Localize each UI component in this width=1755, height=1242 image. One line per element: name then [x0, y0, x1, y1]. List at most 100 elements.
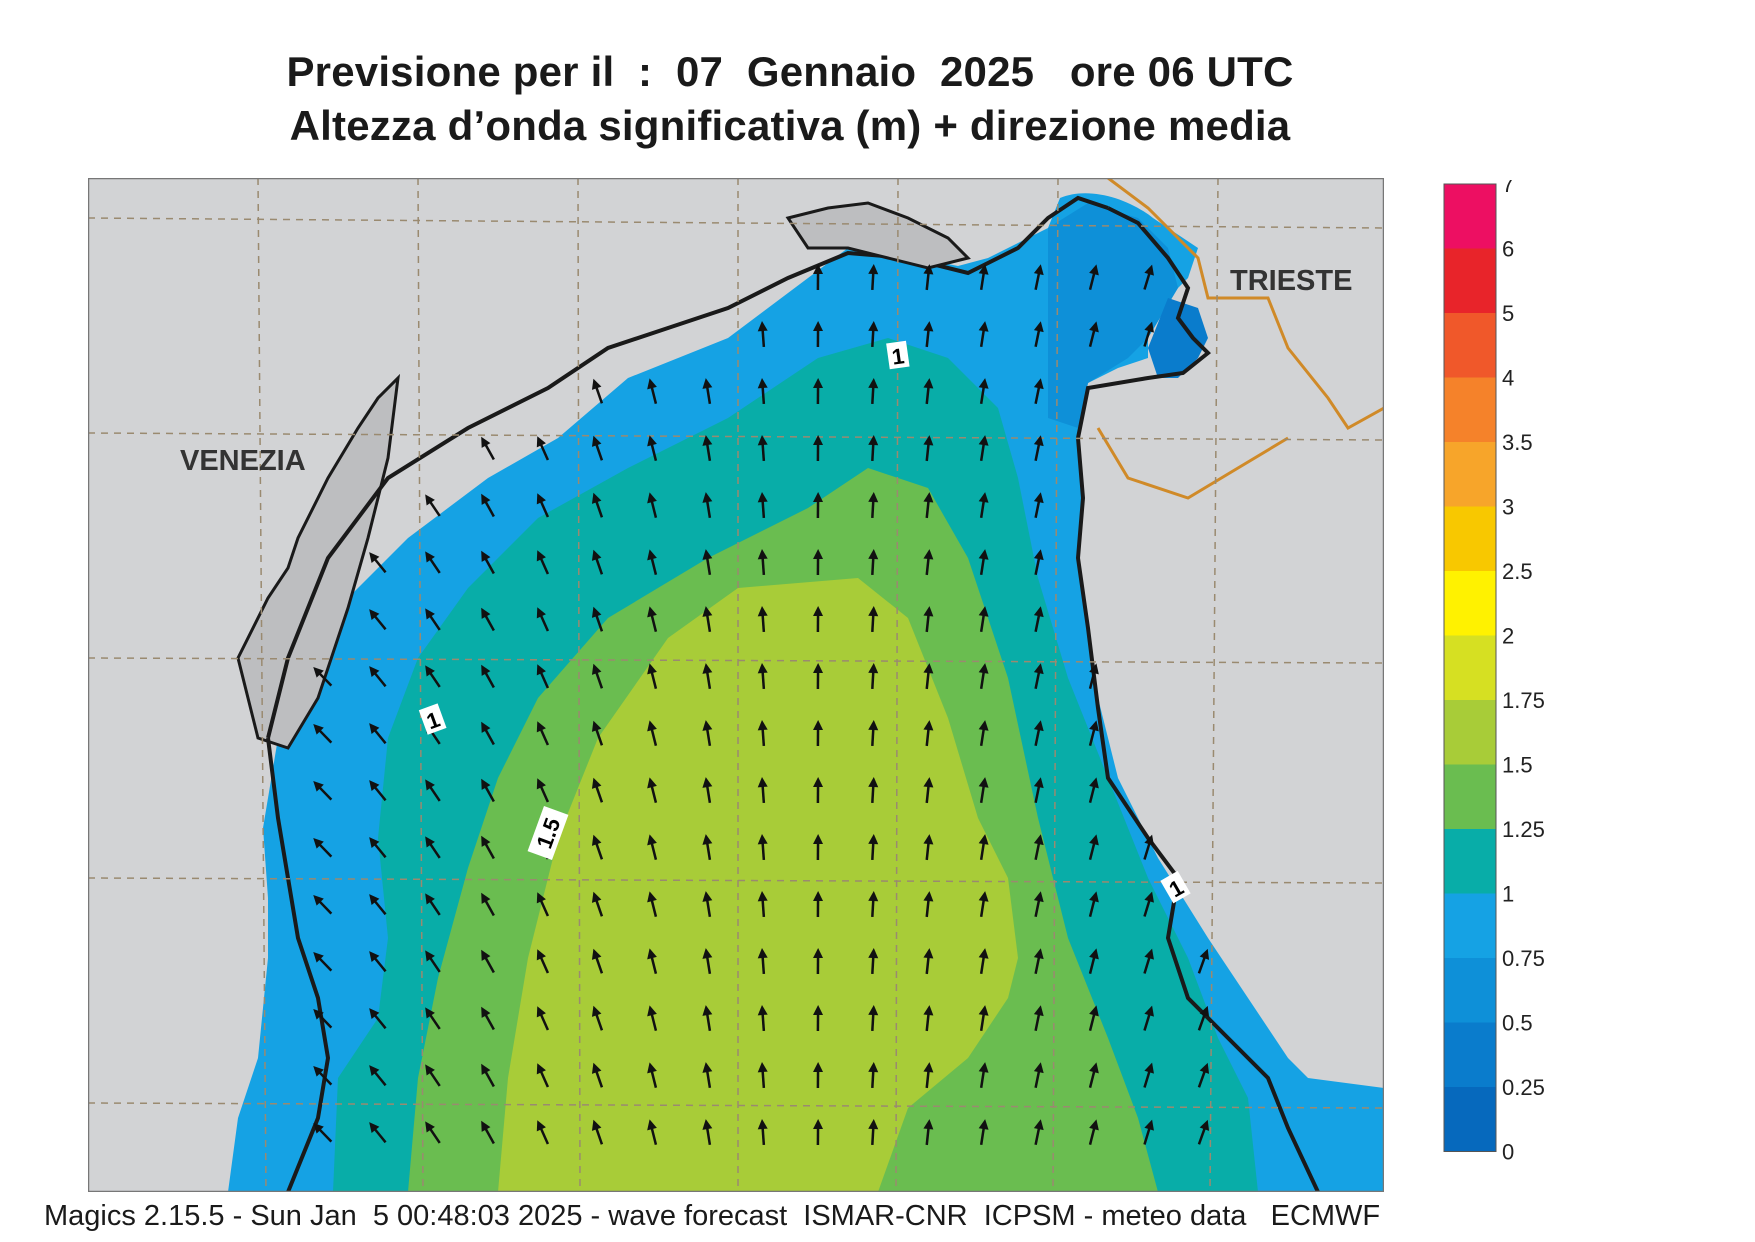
direction-arrow	[647, 435, 658, 461]
direction-arrow	[591, 663, 604, 689]
direction-arrow	[702, 1062, 713, 1089]
direction-arrow	[1033, 891, 1044, 918]
direction-arrow	[978, 663, 989, 690]
direction-arrow	[757, 492, 768, 519]
direction-arrow	[813, 891, 824, 918]
direction-arrow	[702, 606, 713, 633]
direction-arrow	[702, 777, 713, 804]
direction-arrow	[978, 435, 989, 462]
direction-arrow	[481, 550, 495, 575]
direction-arrow	[868, 948, 879, 975]
direction-arrow	[1088, 948, 1099, 974]
direction-arrow	[868, 549, 879, 576]
contour-label: 1	[418, 703, 447, 735]
direction-arrow	[369, 894, 387, 916]
direction-arrow	[481, 721, 495, 746]
direction-arrow	[425, 608, 441, 631]
direction-arrow	[591, 549, 604, 575]
direction-arrow	[813, 435, 824, 462]
direction-arrow	[702, 948, 713, 975]
direction-arrow	[536, 436, 550, 461]
direction-arrow	[978, 321, 989, 348]
direction-arrow	[813, 378, 824, 405]
direction-arrow	[978, 777, 989, 804]
direction-arrow	[978, 1062, 989, 1089]
direction-arrow	[813, 1005, 824, 1032]
direction-arrow	[647, 378, 658, 404]
direction-arrow	[868, 378, 879, 405]
direction-arrow	[1033, 264, 1044, 291]
legend-tick-label: 3.5	[1502, 430, 1533, 455]
direction-arrow	[647, 720, 658, 746]
direction-arrow	[813, 1062, 824, 1089]
legend-swatch	[1444, 571, 1496, 636]
direction-arrow	[536, 949, 550, 974]
direction-arrow	[1143, 321, 1154, 347]
direction-arrow	[702, 663, 713, 690]
color-legend: 7 6 5 4 3.5 3 2.5 2 1.75 1.5 1.25 1 0.75 0.5 0.25 0	[1443, 180, 1545, 1160]
direction-arrow	[702, 378, 713, 405]
direction-arrow	[591, 948, 604, 974]
direction-arrow	[923, 720, 934, 747]
contour-label-text: 1	[890, 343, 906, 369]
direction-arrow	[647, 1005, 658, 1031]
direction-arrow	[813, 720, 824, 747]
direction-arrow	[647, 663, 658, 689]
direction-arrow	[1033, 663, 1044, 690]
direction-arrow	[978, 264, 989, 291]
direction-arrow	[481, 664, 495, 689]
direction-arrow	[591, 378, 604, 404]
direction-arrow	[647, 777, 658, 803]
direction-arrow	[1033, 1119, 1044, 1146]
sea-zone-deep-blue	[1148, 298, 1208, 378]
direction-arrow	[923, 948, 934, 975]
direction-arrow	[481, 778, 495, 803]
direction-arrow	[1088, 891, 1099, 917]
direction-arrow	[313, 1065, 333, 1086]
direction-arrow	[1143, 948, 1154, 974]
direction-arrow	[923, 777, 934, 804]
direction-arrow	[978, 891, 989, 918]
direction-arrow	[702, 1005, 713, 1032]
direction-arrow	[1033, 549, 1044, 576]
contour-label: 1	[1160, 870, 1191, 904]
direction-arrow	[757, 948, 768, 975]
direction-arrow	[923, 1062, 934, 1089]
direction-arrow	[647, 1062, 658, 1088]
legend-swatch	[1444, 377, 1496, 442]
direction-arrow	[757, 435, 768, 462]
direction-arrow	[978, 720, 989, 747]
direction-arrow	[868, 834, 879, 861]
direction-arrow	[978, 834, 989, 861]
legend-tick-label: 2.5	[1502, 559, 1533, 584]
coastline-east	[1075, 206, 1320, 1192]
direction-arrow	[868, 492, 879, 519]
direction-arrow	[1143, 1005, 1154, 1031]
legend-tick-label: 1.5	[1502, 753, 1533, 778]
graticule	[88, 178, 1384, 1192]
legend-tick-label: 0.75	[1502, 946, 1545, 971]
grado-island	[785, 201, 971, 270]
direction-arrow	[536, 664, 550, 689]
contour-label: 1	[886, 340, 910, 370]
direction-arrow	[481, 1006, 495, 1031]
legend-tick-label: 1	[1502, 882, 1514, 907]
direction-arrow	[757, 720, 768, 747]
direction-arrow	[923, 264, 934, 291]
direction-arrow	[1197, 1005, 1210, 1031]
direction-arrow	[313, 1122, 333, 1143]
legend-tick-label: 5	[1502, 301, 1514, 326]
legend-tick-label: 2	[1502, 624, 1514, 649]
direction-arrow	[1088, 1119, 1099, 1145]
direction-arrow	[313, 894, 333, 915]
direction-arrow	[647, 891, 658, 917]
legend-swatch	[1444, 764, 1496, 829]
direction-arrow	[813, 948, 824, 975]
direction-arrow	[1088, 663, 1099, 689]
direction-arrow	[1033, 435, 1044, 462]
direction-arrow	[1033, 321, 1044, 348]
direction-arrow	[591, 492, 604, 518]
wave-direction-arrows	[313, 264, 1210, 1146]
direction-arrow	[868, 321, 879, 348]
direction-arrow	[536, 1006, 550, 1031]
